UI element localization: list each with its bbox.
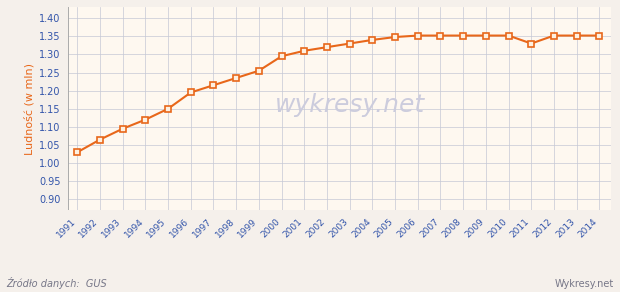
Y-axis label: Ludność (w mln): Ludność (w mln) xyxy=(24,63,35,155)
Text: wykresy.net: wykresy.net xyxy=(275,93,425,117)
Text: Wykresy.net: Wykresy.net xyxy=(554,279,614,289)
Text: Źródło danych:  GUS: Źródło danych: GUS xyxy=(6,277,107,289)
